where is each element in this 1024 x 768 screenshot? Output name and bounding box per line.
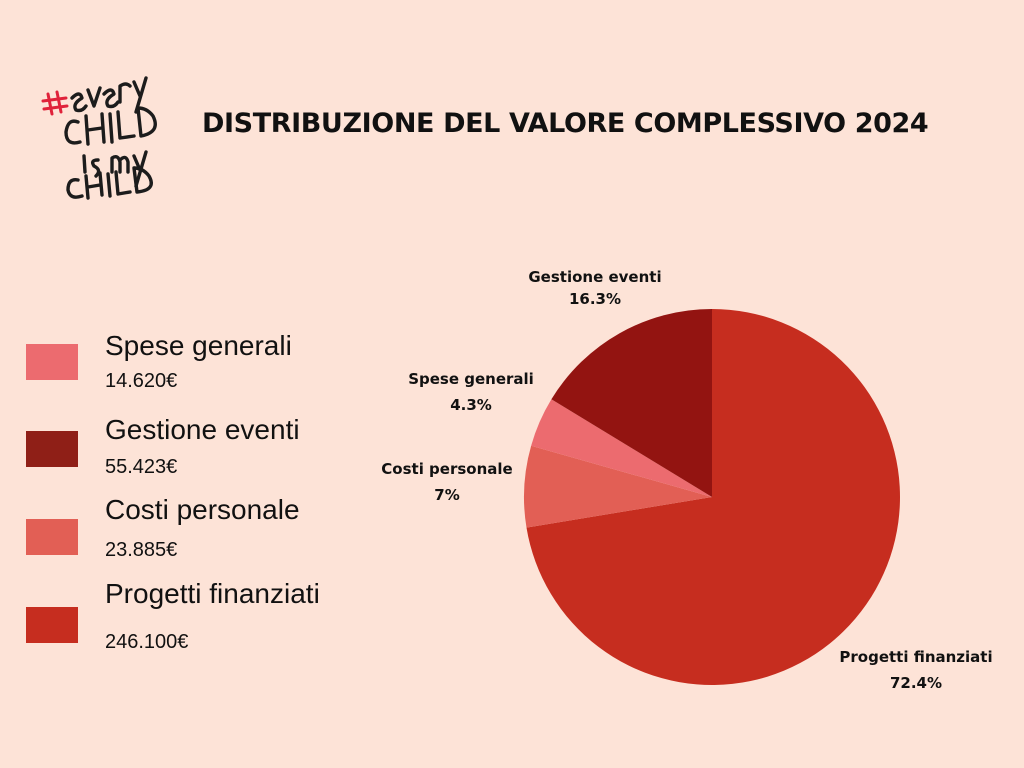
logo-scribble-lettering [64,76,157,200]
slice-percent-spese-generali: 4.3% [450,396,492,414]
legend-label: Costi personale [105,494,300,525]
legend-swatch [26,344,78,380]
legend-item-gestione-eventi: Gestione eventi 55.423€ [26,414,386,494]
legend-swatch [26,607,78,643]
legend-value: 246.100€ [105,631,189,653]
logo-hash-icon [41,90,69,116]
page-title: DISTRIBUZIONE DEL VALORE COMPLESSIVO 202… [202,108,929,139]
legend-item-spese-generali: Spese generali 14.620€ [26,330,386,410]
legend-swatch [26,519,78,555]
legend-item-costi-personale: Costi personale 23.885€ [26,494,386,574]
pie-slice-costi-personale [523,445,712,528]
legend-label: Progetti finanziati [105,578,320,609]
pie-slice-progetti-finanziati [526,309,900,685]
pie-slices [523,309,900,685]
legend-value: 55.423€ [105,456,178,478]
slice-label-progetti-finanziati: Progetti finanziati [839,648,992,666]
slice-percent-gestione-eventi: 16.3% [569,290,621,308]
legend-label: Spese generali [105,330,292,361]
legend-item-progetti-finanziati: Progetti finanziati 246.100€ [26,578,386,658]
slice-label-spese-generali: Spese generali [408,370,534,388]
legend-swatch [26,431,78,467]
legend-label: Gestione eventi [105,414,300,445]
pie-slice-gestione-eventi [551,309,712,497]
legend-value: 23.885€ [105,539,178,561]
slice-percent-progetti-finanziati: 72.4% [890,674,942,692]
legend-value: 14.620€ [105,370,178,392]
pie-slice-spese-generali [531,399,712,497]
every-child-is-my-child-logo [41,76,157,200]
slice-labels: Progetti finanziati 72.4% Costi personal… [381,268,992,692]
slice-label-costi-personale: Costi personale [381,460,512,478]
slice-percent-costi-personale: 7% [434,486,459,504]
slice-label-gestione-eventi: Gestione eventi [528,268,661,286]
